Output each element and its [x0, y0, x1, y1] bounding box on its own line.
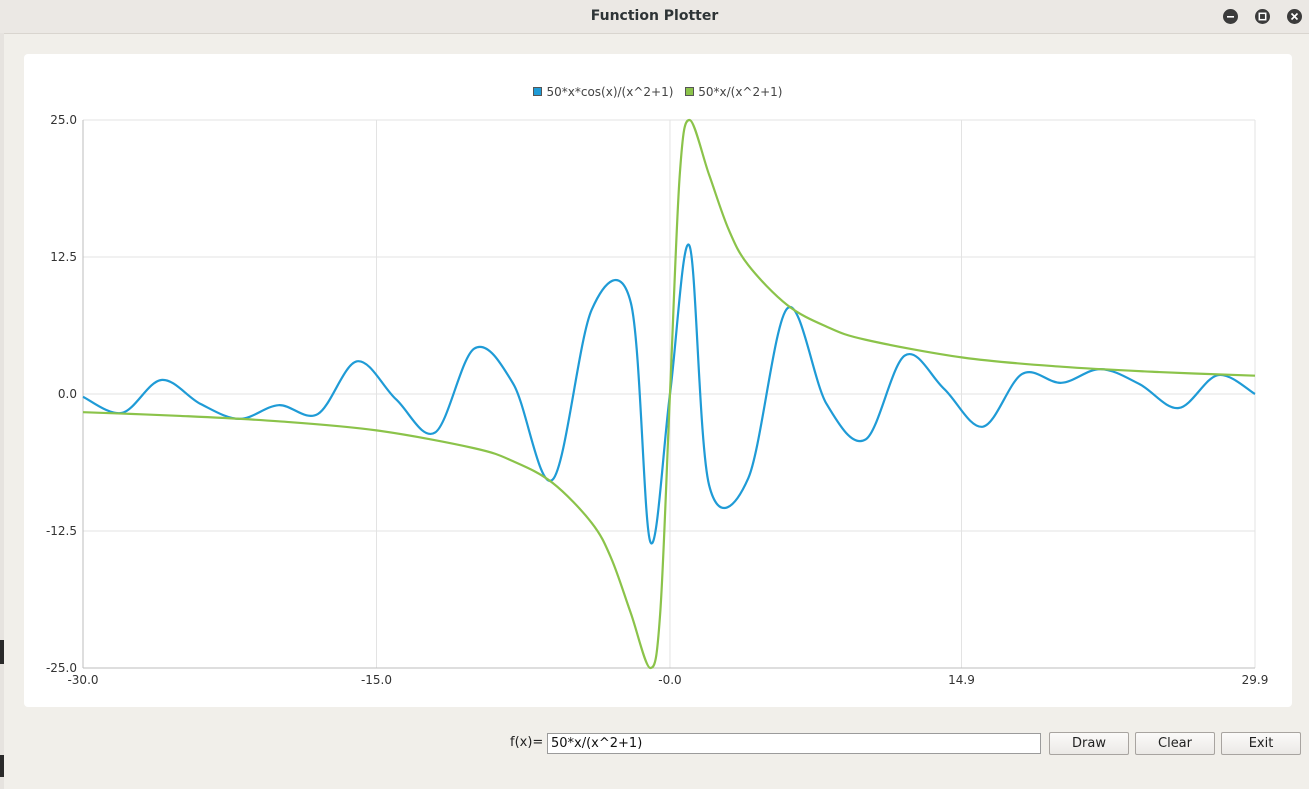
x-tick-label: -30.0: [67, 673, 98, 687]
window-title: Function Plotter: [590, 8, 719, 24]
edge-tab: [0, 640, 4, 664]
y-tick-label: 0.0: [58, 387, 77, 401]
series-line-rational: [82, 118, 1256, 670]
chart-legend: 50*x*cos(x)/(x^2+1) 50*x/(x^2+1): [24, 85, 1292, 99]
legend-swatch-series1: [533, 87, 543, 96]
clear-button[interactable]: Clear: [1135, 732, 1215, 755]
fx-label: f(x)=: [510, 735, 544, 750]
legend-item: 50*x/(x^2+1): [685, 85, 783, 99]
edge-tab: [0, 755, 4, 777]
x-tick-label: 14.9: [948, 673, 975, 687]
y-tick-label: 12.5: [50, 250, 77, 264]
chart-panel: 50*x*cos(x)/(x^2+1) 50*x/(x^2+1) -30.0 -1…: [24, 54, 1292, 707]
x-tick-label: -0.0: [658, 673, 681, 687]
function-plot: -30.0 -15.0 -0.0 14.9 29.9 25.0 12.5 0.0 -12.5 -2…: [46, 113, 1269, 687]
exit-button[interactable]: Exit: [1221, 732, 1301, 755]
x-tick-label: 29.9: [1242, 673, 1269, 687]
close-icon[interactable]: [1287, 9, 1302, 24]
y-tick-label: -25.0: [46, 661, 77, 675]
window-edge: [0, 33, 4, 789]
maximize-icon[interactable]: [1255, 9, 1270, 24]
title-bar: Function Plotter: [0, 0, 1309, 34]
function-input[interactable]: [547, 733, 1041, 754]
draw-button[interactable]: Draw: [1049, 732, 1129, 755]
y-tick-label: -12.5: [46, 524, 77, 538]
legend-item: 50*x*cos(x)/(x^2+1): [533, 85, 673, 99]
minimize-icon[interactable]: [1223, 9, 1238, 24]
legend-label: 50*x/(x^2+1): [698, 85, 783, 99]
legend-label: 50*x*cos(x)/(x^2+1): [546, 85, 674, 99]
y-tick-label: 25.0: [50, 113, 77, 127]
x-tick-label: -15.0: [361, 673, 392, 687]
legend-swatch-series2: [685, 87, 695, 96]
